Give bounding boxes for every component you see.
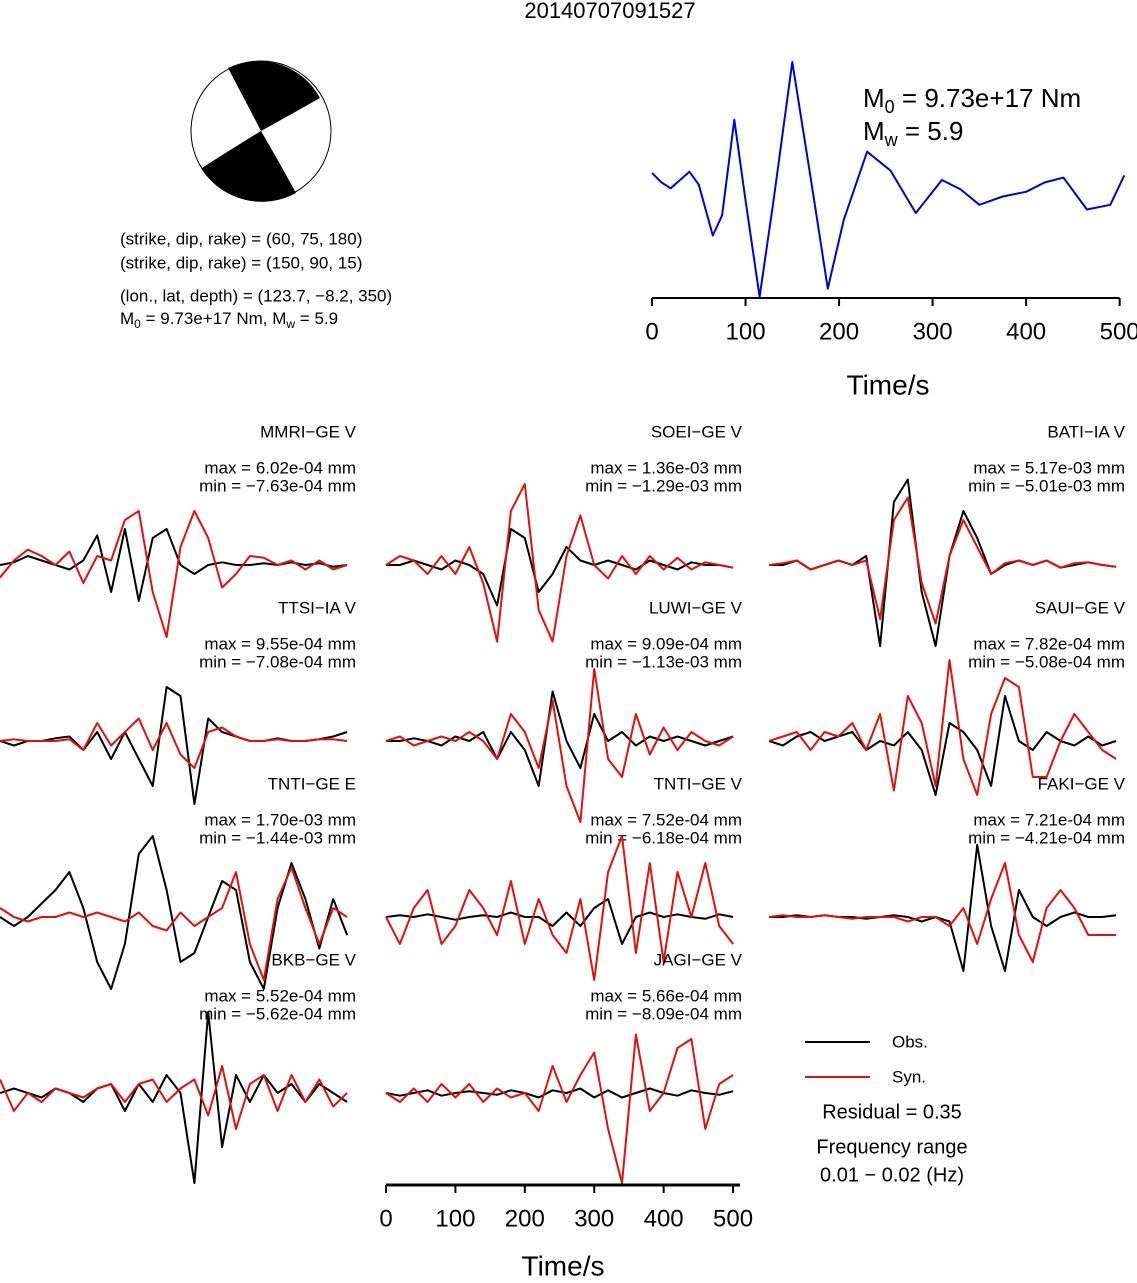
observed-trace — [385, 898, 734, 945]
x-tick-label: 300 — [913, 318, 953, 345]
x-tick-label: 200 — [819, 318, 859, 345]
x-tick-label: 500 — [713, 1205, 753, 1232]
synthetic-trace — [0, 1065, 348, 1130]
max-label: max = 9.55e-04 mm — [204, 634, 356, 653]
info-line: (strike, dip, rake) = (150, 90, 15) — [120, 253, 362, 272]
max-label: max = 5.66e-04 mm — [590, 986, 742, 1005]
min-label: min = −5.08e-04 mm — [968, 652, 1125, 671]
observed-trace — [386, 690, 734, 787]
station-label: SOEI−GE V — [651, 422, 743, 441]
legend-label: Syn. — [892, 1067, 926, 1086]
station-label: TTSI−IA V — [278, 598, 357, 617]
beachball — [190, 60, 332, 202]
stf-annotation: M0 = 9.73e+17 Nm — [863, 83, 1081, 117]
min-label: min = −7.63e-04 mm — [199, 476, 356, 495]
synthetic-trace — [385, 483, 734, 643]
x-tick-label: 0 — [379, 1205, 392, 1232]
x-tick-label: 400 — [1006, 318, 1046, 345]
min-label: min = −1.29e-03 mm — [585, 476, 742, 495]
min-label: min = −5.01e-03 mm — [968, 476, 1125, 495]
station-label: FAKI−GE V — [1038, 774, 1126, 793]
residual: Residual = 0.35 — [822, 1101, 962, 1123]
min-label: min = −4.21e-04 mm — [968, 828, 1125, 847]
station-label: MMRI−GE V — [260, 422, 357, 441]
max-label: max = 5.17e-03 mm — [973, 458, 1125, 477]
synthetic-trace — [385, 835, 734, 981]
stf-annotation: Mw = 5.9 — [863, 116, 963, 150]
x-tick-label: 100 — [435, 1205, 475, 1232]
x-tick-label: 200 — [505, 1205, 545, 1232]
observed-trace — [385, 1087, 734, 1099]
synthetic-trace — [385, 668, 734, 823]
station-label: TNTI−GE E — [268, 774, 356, 793]
observed-trace — [769, 478, 1117, 647]
max-label: max = 7.82e-04 mm — [973, 634, 1125, 653]
observed-trace — [768, 695, 1117, 796]
synthetic-trace — [768, 659, 1117, 796]
moment-line: M0 = 9.73e+17 Nm, Mw = 5.9 — [120, 309, 338, 331]
synthetic-trace — [0, 866, 348, 981]
station-label: JAGI−GE V — [654, 950, 743, 969]
observed-trace — [386, 528, 734, 607]
frequency-range: 0.01 − 0.02 (Hz) — [820, 1164, 964, 1186]
max-label: max = 1.36e-03 mm — [590, 458, 742, 477]
synthetic-trace — [768, 862, 1117, 963]
legend-label: Obs. — [892, 1032, 928, 1051]
max-label: max = 7.21e-04 mm — [973, 810, 1125, 829]
synthetic-trace — [768, 496, 1117, 625]
title: 20140707091527 — [524, 0, 695, 23]
observed-trace — [769, 844, 1117, 972]
x-tick-label: 100 — [726, 318, 766, 345]
max-label: max = 5.52e-04 mm — [204, 986, 356, 1005]
beachball-quadrant — [228, 61, 320, 131]
source-time-function — [651, 61, 1126, 298]
station-label: LUWI−GE V — [649, 598, 743, 617]
x-tick-label: 500 — [1100, 318, 1137, 345]
station-label: TNTI−GE V — [654, 774, 743, 793]
max-label: max = 6.02e-04 mm — [204, 458, 356, 477]
max-label: max = 7.52e-04 mm — [590, 810, 742, 829]
info-line: (lon., lat, depth) = (123.7, −8.2, 350) — [120, 286, 392, 305]
synthetic-trace — [0, 510, 348, 638]
min-label: min = −1.13e-03 mm — [585, 652, 742, 671]
min-label: min = −8.09e-04 mm — [585, 1004, 742, 1023]
synthetic-trace — [0, 717, 348, 769]
min-label: min = −1.44e-03 mm — [199, 828, 356, 847]
min-label: min = −5.62e-04 mm — [199, 1004, 356, 1023]
info-line: (strike, dip, rake) = (60, 75, 180) — [120, 229, 362, 248]
beachball-quadrant — [202, 131, 296, 202]
station-label: SAUI−GE V — [1035, 598, 1126, 617]
x-tick-label: 0 — [645, 318, 658, 345]
min-label: min = −7.08e-04 mm — [199, 652, 356, 671]
max-label: max = 9.09e-04 mm — [590, 634, 742, 653]
observed-trace — [0, 528, 348, 602]
x-tick-label: 300 — [574, 1205, 614, 1232]
x-tick-label: 400 — [644, 1205, 684, 1232]
x-axis-label: Time/s — [522, 1250, 605, 1281]
station-label: BATI−IA V — [1047, 422, 1125, 441]
synthetic-trace — [385, 1033, 734, 1184]
max-label: max = 1.70e-03 mm — [204, 810, 356, 829]
min-label: min = −6.18e-04 mm — [585, 828, 742, 847]
observed-trace — [0, 1011, 348, 1184]
frequency-label: Frequency range — [816, 1136, 967, 1158]
station-label: BKB−GE V — [271, 950, 356, 969]
x-axis-label: Time/s — [847, 369, 930, 400]
